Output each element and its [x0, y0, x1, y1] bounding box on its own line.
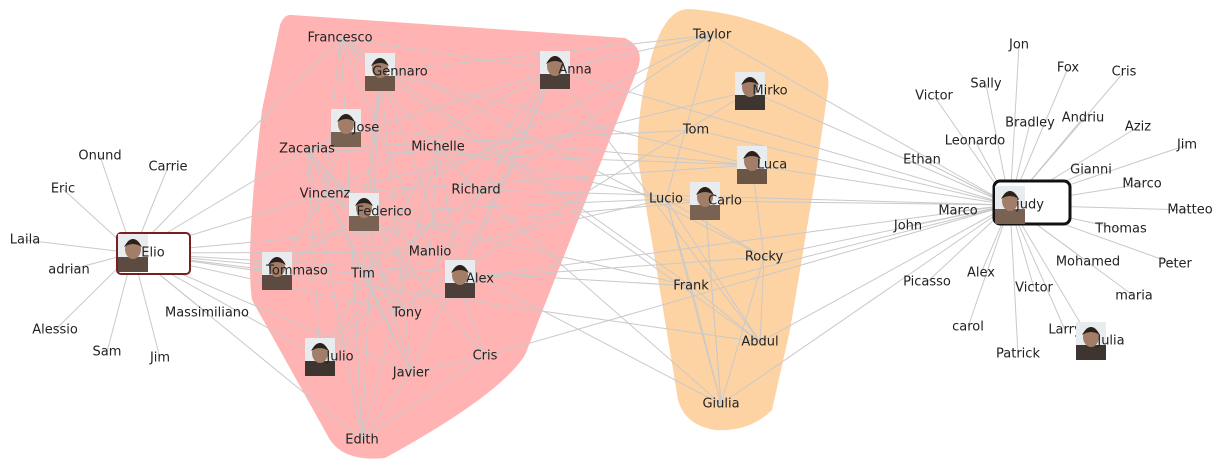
node-label: Marco — [938, 204, 977, 219]
node-label: Luca — [757, 158, 787, 173]
node-label: Giulia — [702, 397, 739, 412]
node-label: Federico — [356, 205, 411, 220]
node-label: Anna — [558, 63, 591, 78]
network-diagram: Elio Onund Carrie Eric Laila adrian Alessio Sam… — [0, 0, 1223, 460]
node-label: Alex — [967, 266, 995, 281]
node-label: Alessio — [32, 323, 78, 338]
node-label: Patrick — [996, 347, 1040, 362]
node-label: judy — [1015, 198, 1044, 213]
node-label: adrian — [48, 263, 89, 278]
node-label: Jon — [1008, 38, 1029, 53]
node-label: Cris — [473, 349, 498, 364]
node-label: Sally — [970, 77, 1001, 92]
node-label: Julio — [325, 350, 353, 365]
node-label: Sam — [93, 345, 122, 360]
node-label: Picasso — [903, 275, 951, 290]
node-label: Onund — [78, 149, 121, 164]
node-label: Lucio — [649, 192, 683, 207]
node-label: Tim — [350, 267, 375, 282]
node-label: Gennaro — [372, 65, 428, 80]
node-label: Aziz — [1125, 120, 1151, 135]
node-label: Julia — [1096, 334, 1124, 349]
node-label: Taylor — [692, 28, 732, 43]
node-label: Richard — [451, 183, 500, 198]
node-label: Victor — [915, 89, 953, 104]
node-label: Jose — [352, 121, 380, 136]
node-label: Fox — [1057, 61, 1080, 76]
node-label: Vincenz — [300, 187, 351, 202]
node-label: maria — [1115, 289, 1153, 304]
node-label: Bradley — [1005, 116, 1055, 131]
node-label: Eric — [51, 182, 75, 197]
node-label: Gianni — [1070, 163, 1112, 178]
node-label: Mirko — [752, 84, 787, 99]
node-label: Cris — [1112, 65, 1137, 80]
node-label: Ethan — [903, 153, 941, 168]
node-label: Tony — [391, 306, 422, 321]
node-label: Elio — [141, 246, 164, 261]
node-label: Jim — [1176, 138, 1197, 153]
node-label: Carrie — [148, 160, 187, 175]
node-label: Manlio — [409, 245, 452, 260]
node-label: Tommaso — [265, 264, 328, 279]
node-label: Andriu — [1062, 111, 1105, 126]
node-label: carol — [952, 320, 984, 335]
node-label: Zacarias — [279, 142, 335, 157]
node-label: Rocky — [745, 250, 784, 265]
orange-cluster — [638, 9, 829, 430]
node-label: Michelle — [411, 140, 464, 155]
node-label: Peter — [1158, 257, 1192, 272]
node-label: Laila — [10, 233, 40, 248]
node-label: Massimiliano — [165, 306, 249, 321]
node-label: Matteo — [1167, 203, 1212, 218]
node-label: Marco — [1122, 177, 1161, 192]
node-label: John — [893, 219, 922, 234]
node-label: Alex — [466, 272, 494, 287]
node-label: Carlo — [708, 194, 742, 209]
node-label: Abdul — [741, 335, 778, 350]
node-label: Francesco — [307, 31, 372, 46]
node-label: Leonardo — [945, 134, 1006, 149]
node-label: Edith — [345, 433, 378, 448]
node-label: Tom — [682, 123, 709, 138]
node-label: Jim — [149, 351, 170, 366]
node-label: Frank — [673, 279, 709, 294]
node-label: Mohamed — [1056, 255, 1120, 270]
node-label: Victor — [1015, 281, 1053, 296]
node-label: Thomas — [1094, 222, 1147, 237]
node-label: Javier — [392, 366, 430, 381]
